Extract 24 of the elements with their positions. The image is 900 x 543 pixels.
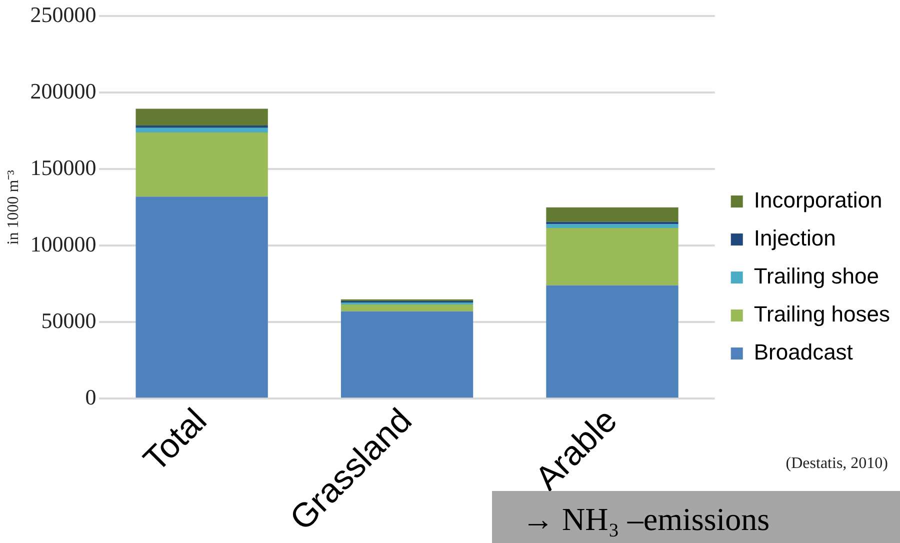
bar — [546, 285, 678, 398]
bar — [136, 196, 268, 398]
y-axis-title: in 1000 m⁻³ — [4, 170, 22, 245]
bar — [546, 207, 678, 222]
y-tick-label: 0 — [85, 384, 96, 410]
y-tick-label: 250000 — [30, 2, 96, 27]
y-tick-label: 100000 — [30, 231, 96, 256]
legend-label: Trailing hoses — [754, 302, 890, 327]
y-tick-label: 200000 — [30, 78, 96, 104]
legend-label: Trailing shoe — [754, 264, 880, 289]
text: (Destatis, 2010) — [786, 455, 888, 473]
bar — [546, 228, 678, 286]
bar — [546, 224, 678, 228]
bar — [136, 132, 268, 197]
text: → NH₃ –emissions — [522, 501, 770, 537]
bar — [136, 128, 268, 132]
legend-label: Injection — [754, 226, 836, 251]
y-tick-label: 50000 — [41, 308, 96, 333]
bar — [136, 108, 268, 126]
legend-label: Broadcast — [754, 340, 853, 365]
bar — [340, 304, 474, 312]
y-tick-label: 150000 — [30, 154, 96, 180]
legend-label: Incorporation — [754, 188, 882, 213]
bar — [340, 311, 474, 398]
